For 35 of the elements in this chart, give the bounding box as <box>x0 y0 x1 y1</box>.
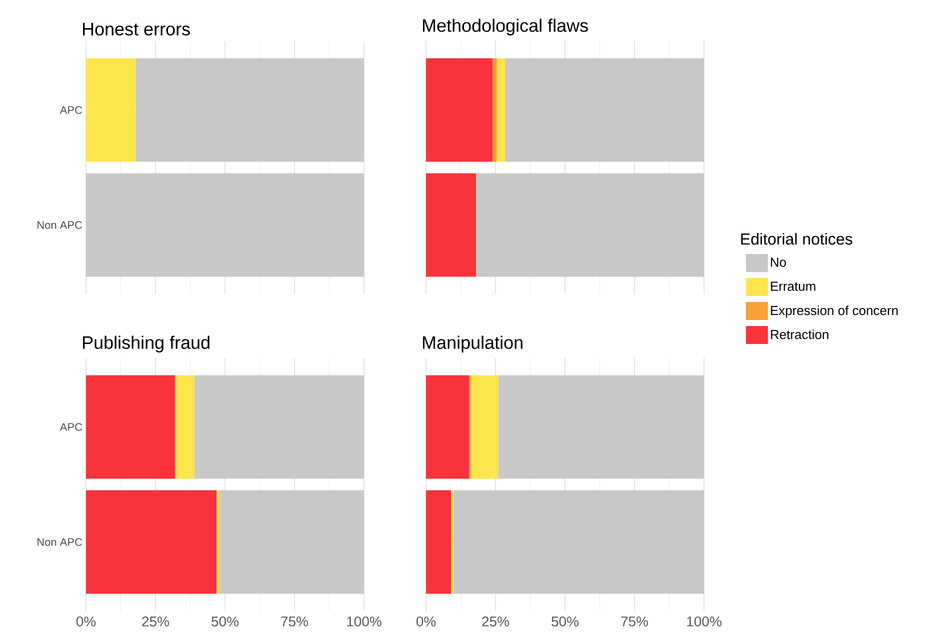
x-tick-label: 75% <box>621 616 648 626</box>
legend-label: No <box>770 258 786 267</box>
x-tick-label: 50% <box>212 616 239 626</box>
bar <box>216 490 220 594</box>
bar <box>470 375 498 479</box>
bar <box>426 58 493 162</box>
chart-title: Methodological flaws <box>423 18 588 36</box>
x-tick-label: 0% <box>416 616 436 626</box>
y-tick-label: Non APC <box>38 538 82 546</box>
x-tick-label: 25% <box>482 616 510 626</box>
x-tick-label: 75% <box>281 616 308 626</box>
chart-title: Manipulation <box>423 336 522 352</box>
bar <box>174 375 194 479</box>
legend-title: Editorial notices <box>741 232 852 245</box>
bar <box>86 490 217 594</box>
legend-label: Retraction <box>770 330 828 340</box>
legend-label: Erratum <box>770 282 816 291</box>
x-tick-label: 25% <box>142 616 170 626</box>
x-tick-label: 0% <box>76 616 96 626</box>
x-tick-label: 100% <box>347 616 382 626</box>
legend-label: Expression of concern <box>770 306 898 318</box>
bar <box>426 490 452 594</box>
x-tick-label: 50% <box>552 616 579 626</box>
y-tick-label: APC <box>60 423 82 431</box>
bar <box>426 375 470 479</box>
x-tick-label: 100% <box>687 616 722 626</box>
bar <box>451 490 454 594</box>
chart-title: Honest errors <box>83 22 190 36</box>
chart-title: Publishing fraud <box>83 336 210 352</box>
bar <box>426 173 476 277</box>
bar <box>496 58 506 162</box>
y-tick-label: APC <box>60 106 82 114</box>
bar <box>86 375 175 479</box>
bar <box>492 58 497 162</box>
y-tick-label: Non APC <box>38 221 82 229</box>
